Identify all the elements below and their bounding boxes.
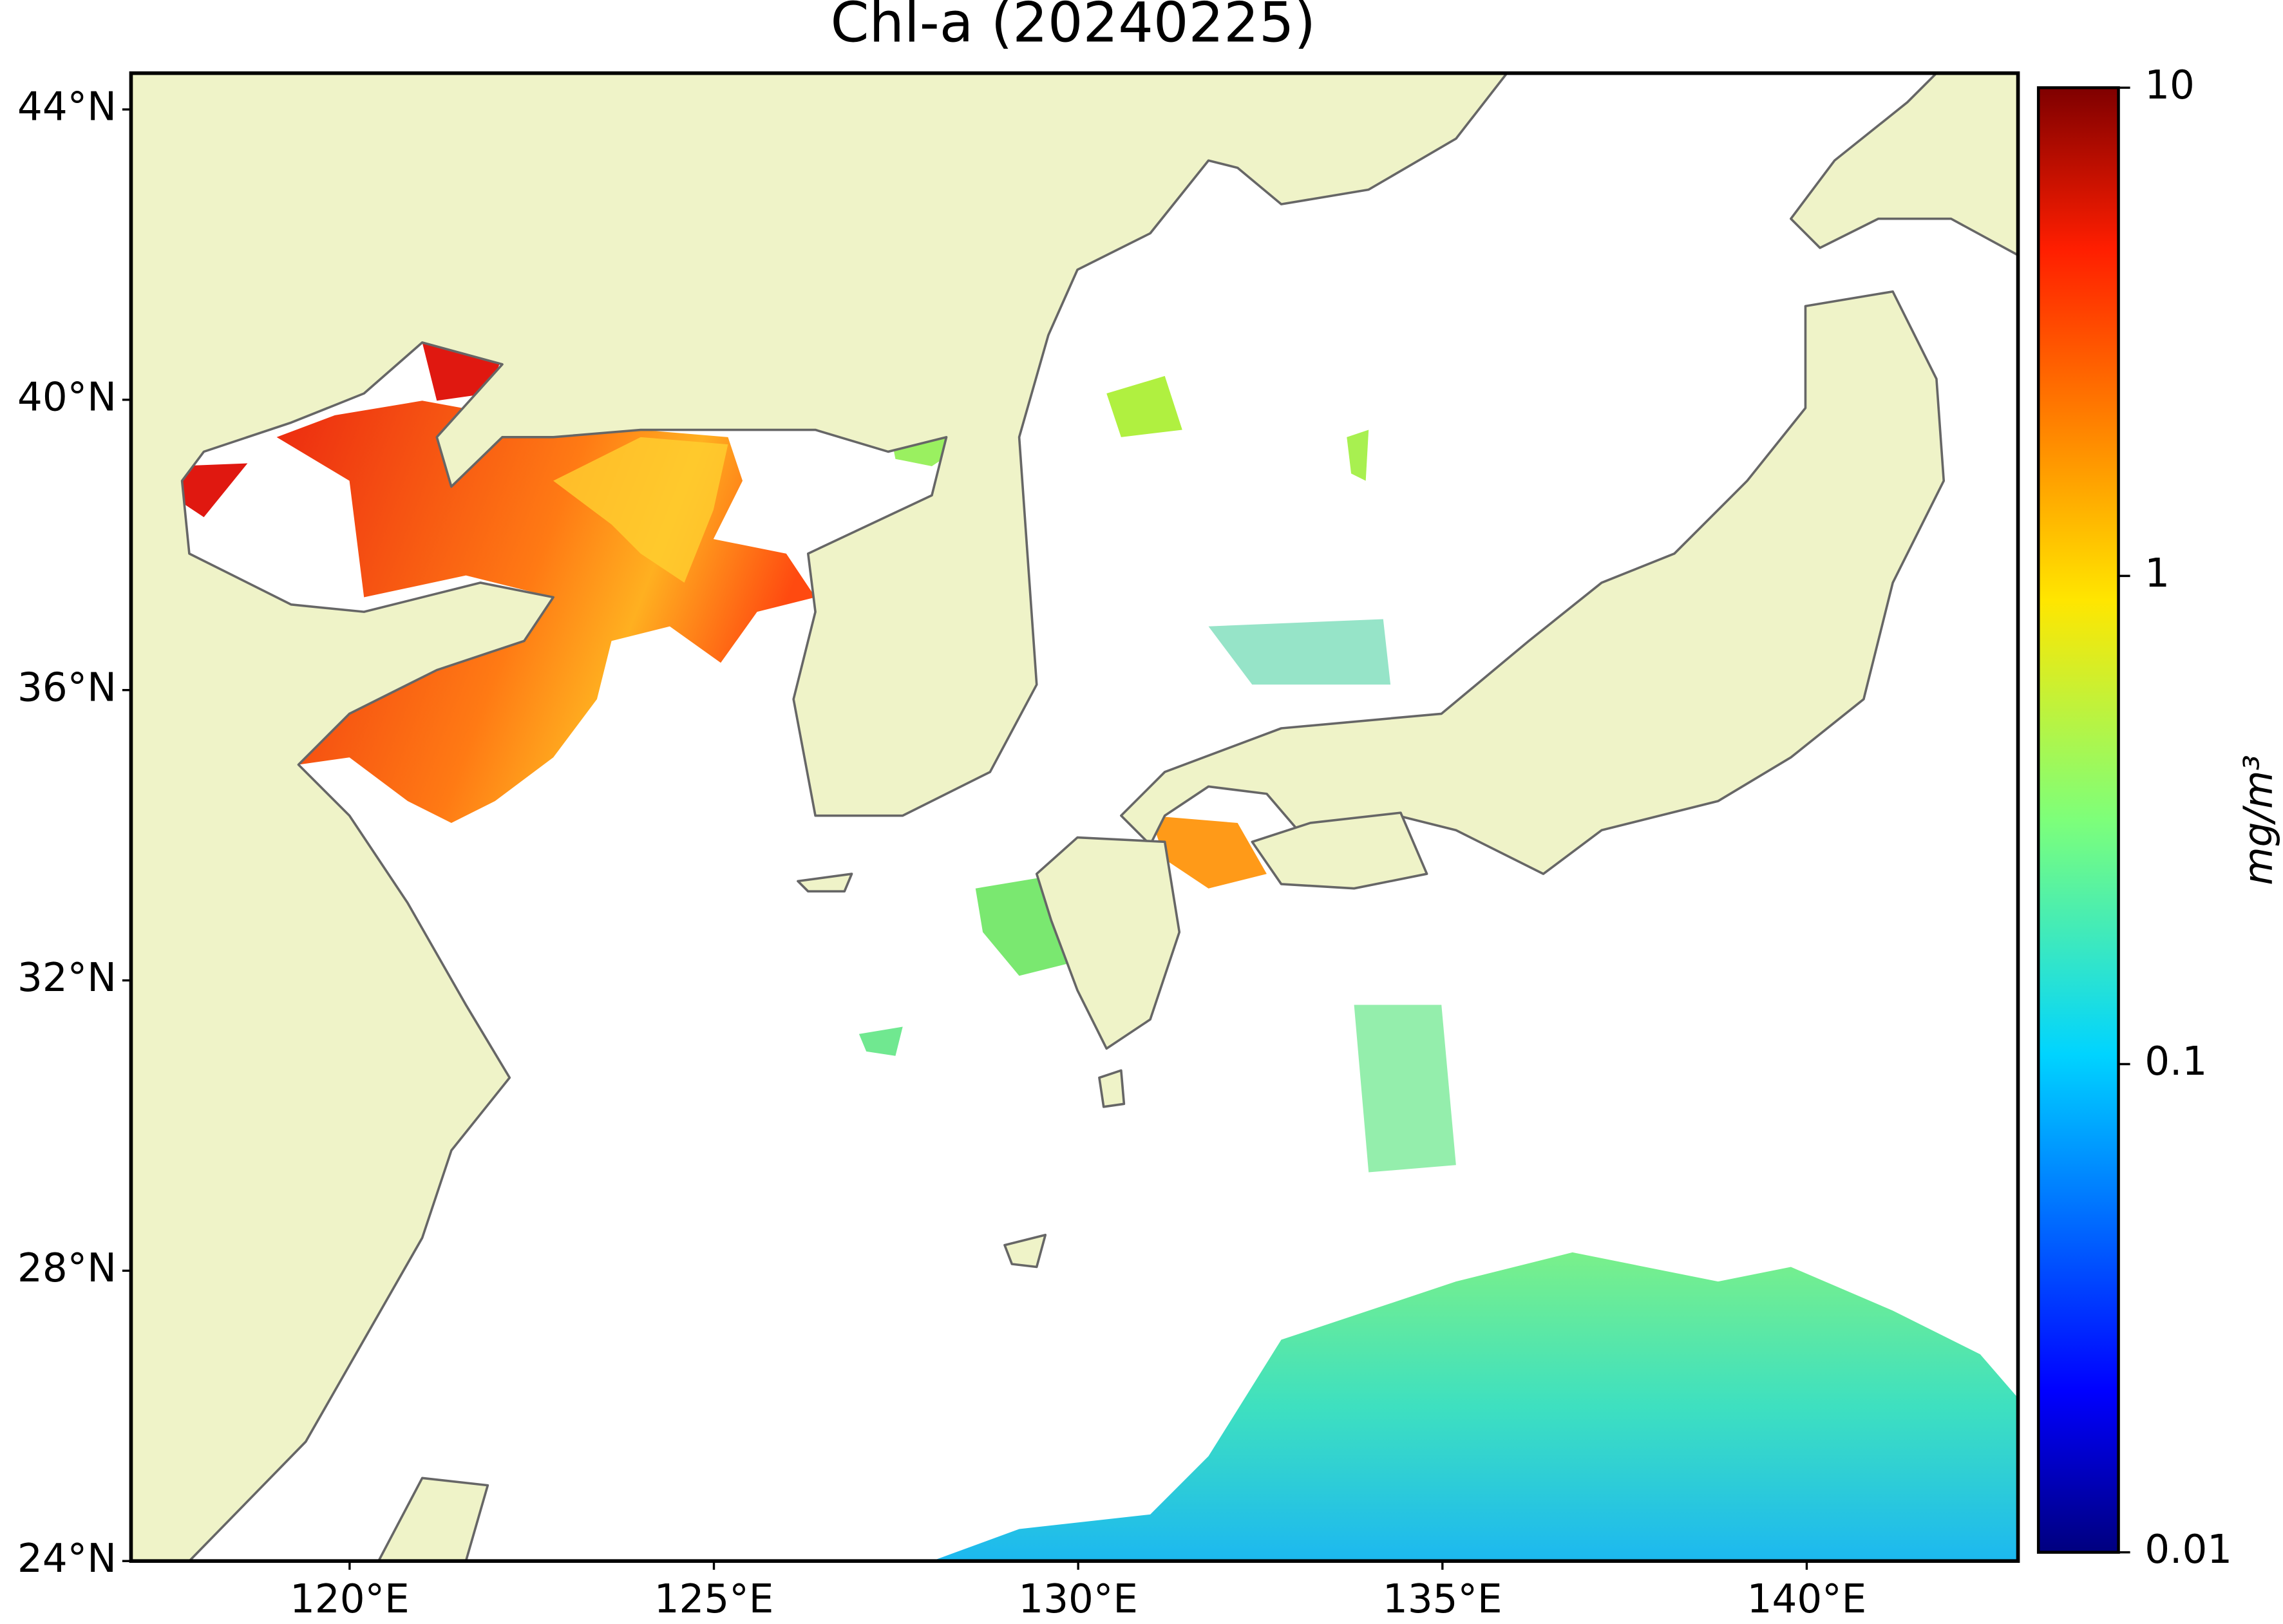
colorbar-tick-label: 0.1 [2145,1039,2207,1084]
chl-patch [1354,1005,1456,1173]
land-shikoku [1251,811,1428,890]
y-tick-label: 28°N [17,1245,117,1291]
y-tick-label: 24°N [17,1536,117,1582]
chl-patch [858,1026,903,1056]
chl-patch [1208,619,1391,685]
land-jeju [797,873,853,893]
land-island [1003,1233,1047,1269]
y-tick-label: 32°N [17,955,117,1001]
x-tick-label: 130°E [1018,1576,1138,1622]
land-taiwan [377,1477,489,1562]
land-hokkaido [1790,73,2018,257]
colorbar-tick-label: 1 [2145,551,2170,596]
land-island [1098,1069,1126,1108]
land-honshu [1120,290,1946,875]
map-frame [129,71,2020,1563]
chl-patch [1150,815,1267,889]
colorbar [2036,86,2120,1554]
chl-patch [553,437,728,583]
x-tick-label: 125°E [654,1576,774,1622]
chl-patch [1106,375,1182,437]
title: Chl-a (20240225) [830,0,1316,55]
x-tick-label: 120°E [290,1576,410,1622]
colorbar-tick-label: 10 [2145,62,2195,108]
chl-pacific [931,1252,2018,1562]
land-kyushu [1035,836,1181,1050]
x-tick-label: 135°E [1383,1576,1502,1622]
colorbar-tick-label: 0.01 [2145,1527,2232,1572]
y-tick-label: 40°N [17,374,117,420]
map [131,73,2018,1562]
x-tick-label: 140°E [1747,1576,1867,1622]
y-tick-label: 44°N [17,84,117,130]
y-tick-label: 36°N [17,665,117,710]
chl-patch [1347,430,1369,481]
chl-patch [175,463,248,518]
land-asia [131,73,1508,1562]
colorbar-label: mg/m³ [2236,755,2282,885]
